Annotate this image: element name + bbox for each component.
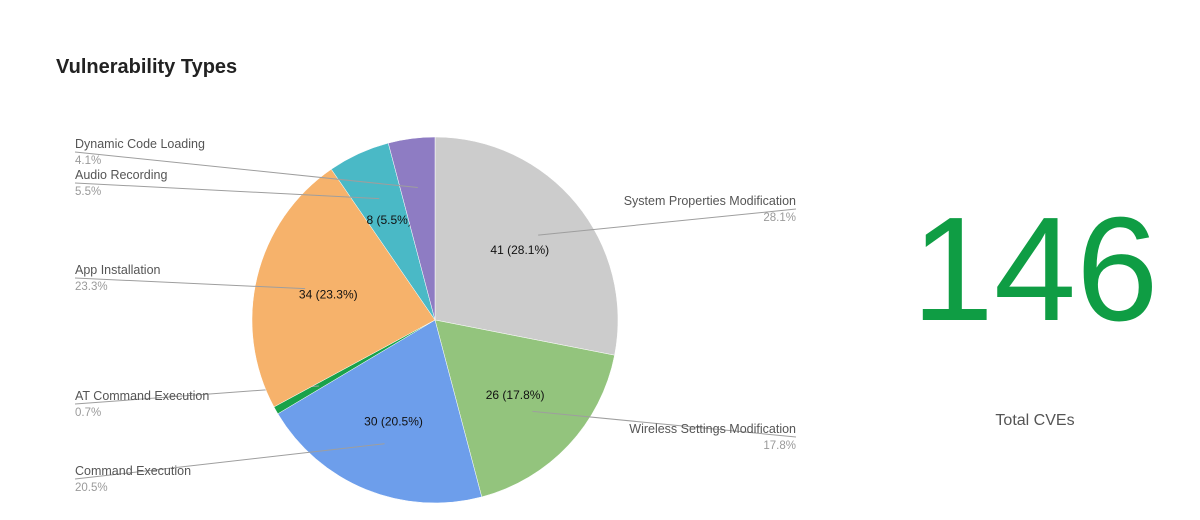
- pie-slice-command-execution: [277, 319, 483, 504]
- pie-slice-app-installation: [251, 168, 436, 408]
- slice-value-label: 30 (20.5%): [364, 415, 423, 429]
- callout-percent-command-execution: 20.5%: [75, 482, 108, 494]
- callout-percent-system-properties-modification: 28.1%: [763, 212, 796, 224]
- callout-line: [532, 410, 797, 438]
- callout-percent-at-command-execution: 0.7%: [75, 407, 101, 419]
- chart-title: Vulnerability Types: [56, 56, 238, 78]
- callout-name-wireless-settings-modification: Wireless Settings Modification: [629, 422, 796, 436]
- callout-line: [74, 277, 306, 290]
- pie-slice-wireless-settings-modification: [434, 319, 615, 498]
- callout-name-audio-recording: Audio Recording: [75, 168, 167, 182]
- pie-slice-system-properties-modification: [434, 136, 619, 356]
- total-cves-scorecard: 146 Total CVEs: [880, 190, 1190, 450]
- callout-line: [74, 443, 385, 480]
- callout-name-at-command-execution: AT Command Execution: [75, 389, 209, 403]
- pie-chart: 41 (28.1%) System Properties Modification…: [74, 136, 797, 504]
- slice-value-label: 41 (28.1%): [490, 243, 549, 257]
- callout-percent-dynamic-code-loading: 4.1%: [75, 155, 101, 167]
- pie-slice-dynamic-code-loading: [387, 136, 436, 321]
- callout-name-dynamic-code-loading: Dynamic Code Loading: [75, 137, 205, 151]
- callout-percent-app-installation: 23.3%: [75, 281, 108, 293]
- callout-name-system-properties-modification: System Properties Modification: [624, 194, 796, 208]
- total-cves-value: 146: [911, 187, 1159, 352]
- callout-name-app-installation: App Installation: [75, 263, 161, 277]
- slice-value-label: 34 (23.3%): [299, 287, 358, 301]
- callout-line: [538, 208, 797, 236]
- callout-line: [74, 182, 380, 200]
- total-cves-label: Total CVEs: [995, 412, 1075, 429]
- slice-value-label: 8 (5.5%): [367, 213, 412, 227]
- callout-percent-wireless-settings-modification: 17.8%: [763, 440, 796, 452]
- callout-line: [74, 151, 418, 189]
- slice-value-label: 26 (17.8%): [486, 388, 545, 402]
- callout-name-command-execution: Command Execution: [75, 464, 191, 478]
- callout-percent-audio-recording: 5.5%: [75, 186, 101, 198]
